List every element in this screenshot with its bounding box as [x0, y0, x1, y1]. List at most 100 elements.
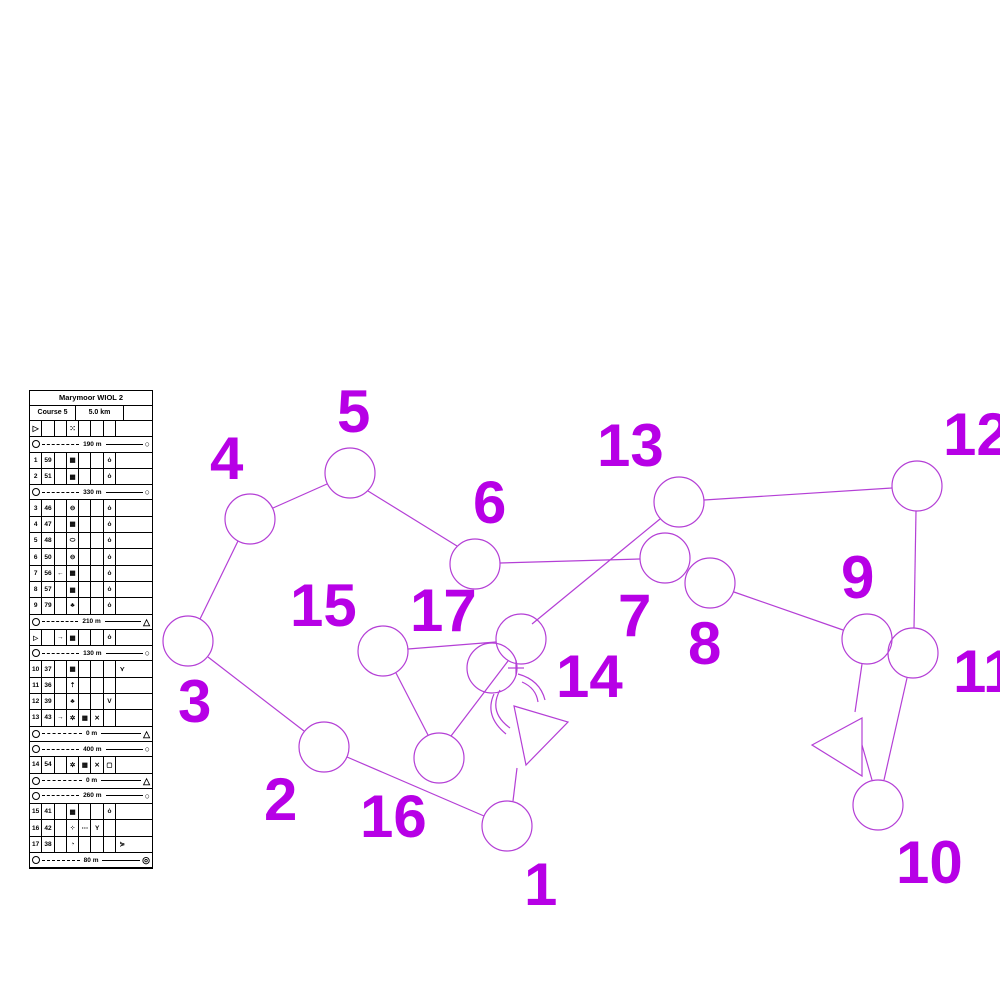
control-number: ▷ [30, 629, 43, 646]
control-number: 14 [30, 757, 43, 773]
control-number-1: 1 [524, 851, 557, 918]
control-number: 17 [30, 836, 43, 853]
control-number-6: 6 [473, 469, 506, 536]
triangle-icon: △ [143, 728, 150, 739]
description-cell [116, 804, 128, 819]
description-cell [91, 500, 104, 516]
description-cell: ▦ [67, 452, 80, 468]
description-cell [104, 710, 117, 726]
control-number-8: 8 [688, 610, 721, 677]
control-number-13: 13 [597, 412, 664, 479]
description-cell [116, 566, 128, 581]
description-cell [91, 677, 104, 694]
control-number: 2 [30, 468, 43, 485]
control-circles [162, 447, 943, 852]
description-cell [79, 421, 92, 437]
control-number: 4 [30, 516, 43, 533]
control-code: 79 [42, 598, 55, 614]
leg-2-3 [207, 656, 305, 732]
control-code: 36 [42, 677, 55, 694]
leg-distance-row: 400 m ○ [30, 742, 152, 758]
control-circle-12 [891, 460, 943, 512]
leg-distance: 80 m [83, 856, 99, 864]
leg-distance-row: 330 m ○ [30, 485, 152, 501]
description-cell [55, 820, 67, 836]
circle-icon [32, 440, 40, 449]
description-cell: ▦ [67, 468, 80, 485]
leg-8-9 [733, 591, 844, 631]
description-cell [79, 581, 92, 598]
description-cell: ← [55, 565, 67, 581]
control-code: 48 [42, 533, 55, 549]
description-cell: ⋟ [119, 841, 125, 849]
description-cell [55, 516, 67, 533]
description-cell [55, 661, 67, 677]
description-cell [79, 565, 92, 581]
finish-icon: ◎ [142, 855, 150, 866]
control-code: 50 [42, 549, 55, 565]
control-description-row: ▷ → ▦ ȯ [30, 629, 152, 647]
leg-distance: 190 m [83, 440, 102, 448]
start-row: ▷ ⁙ [30, 421, 152, 438]
circle-icon [32, 776, 40, 785]
control-number: 7 [30, 565, 43, 581]
description-cell [79, 500, 92, 516]
description-cell [116, 710, 128, 725]
description-cell [116, 630, 128, 645]
circle-icon [32, 791, 40, 800]
leg-5-6 [367, 490, 458, 547]
description-cell: ȯ [104, 598, 117, 614]
control-circle-4 [224, 493, 276, 545]
description-cell [91, 629, 104, 646]
course-name: Course 5 [30, 406, 76, 420]
description-cell: ✕ [91, 710, 104, 726]
control-description-row: 8 57 ▦ ȯ [30, 581, 152, 599]
description-cell [79, 468, 92, 485]
leg-1-2 [346, 756, 485, 817]
control-circle-13 [653, 476, 705, 528]
control-description-row: 9 79 ♣ ȯ [30, 598, 152, 615]
triangle-icon: △ [143, 616, 151, 627]
control-number-11: 11 [953, 638, 1000, 705]
leg-start-10 [861, 744, 873, 781]
circle-icon: ○ [144, 790, 150, 801]
description-cell [116, 549, 128, 564]
circle-icon [32, 745, 40, 754]
description-cell: ▦ [79, 710, 92, 726]
description-cell [55, 677, 67, 694]
description-cell [55, 598, 67, 614]
description-cell [55, 694, 67, 710]
description-cell: V [104, 694, 117, 710]
description-cell [104, 677, 117, 694]
description-cell: ȯ [104, 468, 117, 485]
description-cell: ȯ [104, 500, 117, 516]
control-code: 37 [42, 661, 55, 677]
control-number: 1 [30, 452, 43, 468]
control-code: 59 [42, 452, 55, 468]
description-cell: Y [91, 820, 104, 836]
control-description-row: 15 41 ▦ ȯ [30, 804, 152, 821]
control-circle-3 [162, 615, 214, 667]
circle-icon [32, 649, 40, 658]
control-code: 42 [42, 820, 55, 836]
description-rows: ▷ ⁙ 190 m ○ 1 59 ▦ ȯ 2 51 ▦ ȯ 330 m ○ 3 46 ⊖ ȯ 4 47 ▦ ȯ 5 48 ⬭ ȯ 6… [30, 421, 152, 869]
description-cell [116, 421, 128, 436]
description-cell [91, 836, 104, 853]
circle-icon: ○ [144, 744, 150, 755]
control-circle-6 [449, 538, 501, 590]
control-description-row: 13 43 → ✲ ▦ ✕ [30, 710, 152, 727]
description-cell [91, 565, 104, 581]
control-circle-2 [298, 721, 350, 773]
control-description-row: 1 59 ▦ ȯ [30, 452, 152, 469]
control-circle-17 [495, 613, 547, 665]
description-cell [91, 549, 104, 565]
control-description-row: 4 47 ▦ ȯ [30, 516, 152, 534]
control-circle-9 [841, 613, 893, 665]
control-circle-10 [852, 779, 904, 831]
course-legs [199, 483, 917, 817]
control-number-5: 5 [337, 378, 370, 445]
control-number: 16 [30, 820, 43, 836]
control-number: 5 [30, 533, 43, 549]
description-cell: ▦ [67, 804, 80, 820]
leg-distance-row: 260 m ○ [30, 789, 152, 805]
